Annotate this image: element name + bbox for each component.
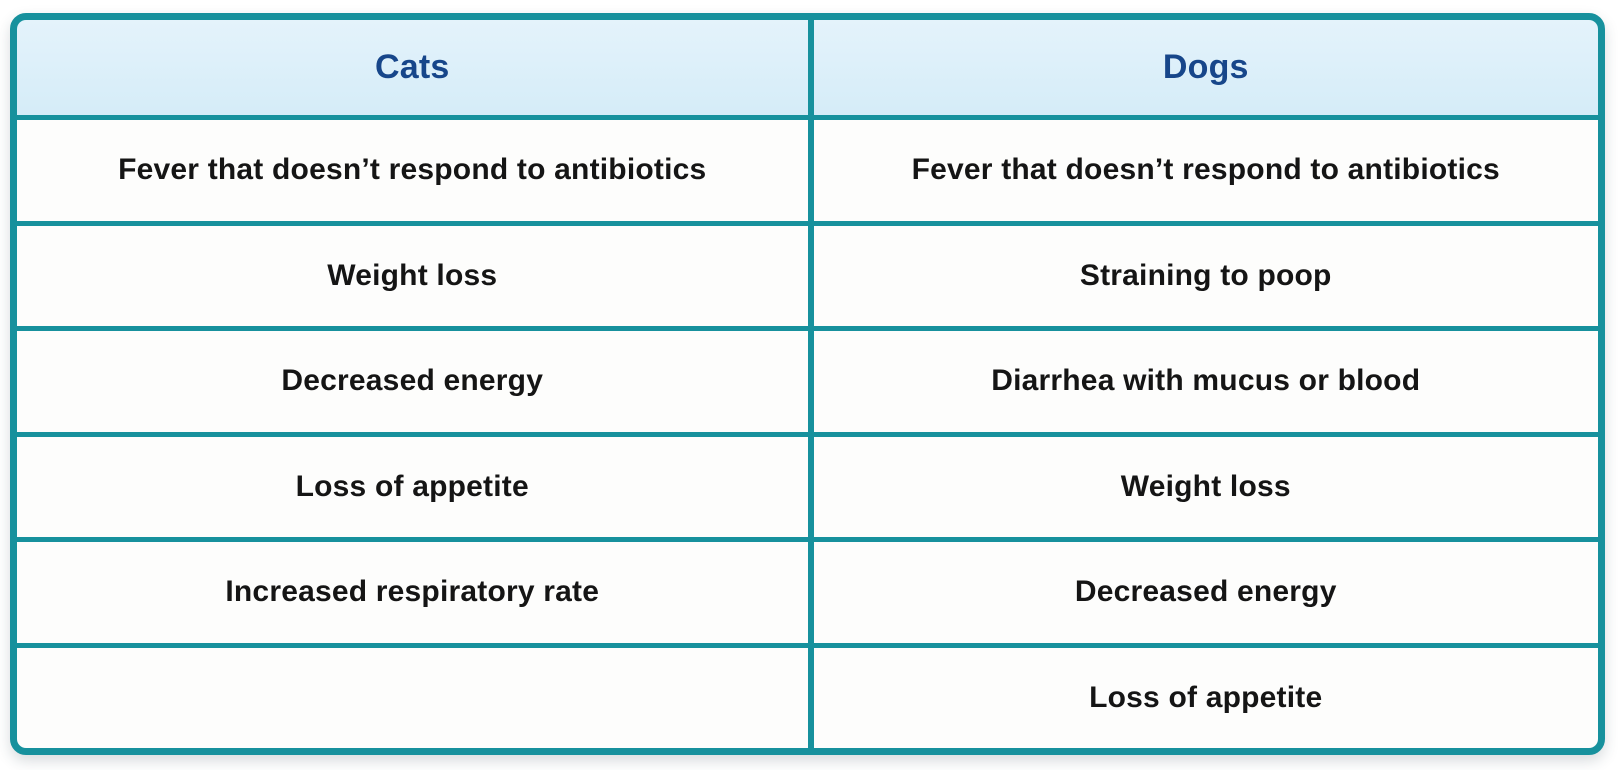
table-cell: Fever that doesn’t respond to antibiotic… bbox=[17, 115, 808, 221]
symptoms-comparison-table: Cats Dogs Fever that doesn’t respond to … bbox=[10, 13, 1605, 755]
table-cell: Diarrhea with mucus or blood bbox=[807, 326, 1598, 432]
table-cell: Fever that doesn’t respond to antibiotic… bbox=[807, 115, 1598, 221]
table-cell: Loss of appetite bbox=[17, 431, 808, 537]
column-header-dogs: Dogs bbox=[807, 20, 1598, 115]
table-cell: Straining to poop bbox=[807, 220, 1598, 326]
column-header-cats: Cats bbox=[17, 20, 808, 115]
table-cell: Decreased energy bbox=[17, 326, 808, 432]
table-cell: Weight loss bbox=[17, 220, 808, 326]
table-cell-empty bbox=[17, 642, 808, 748]
table-cell: Decreased energy bbox=[807, 537, 1598, 643]
table-cell: Increased respiratory rate bbox=[17, 537, 808, 643]
table-cell: Weight loss bbox=[807, 431, 1598, 537]
table-cell: Loss of appetite bbox=[807, 642, 1598, 748]
table-grid: Cats Dogs Fever that doesn’t respond to … bbox=[17, 20, 1598, 748]
